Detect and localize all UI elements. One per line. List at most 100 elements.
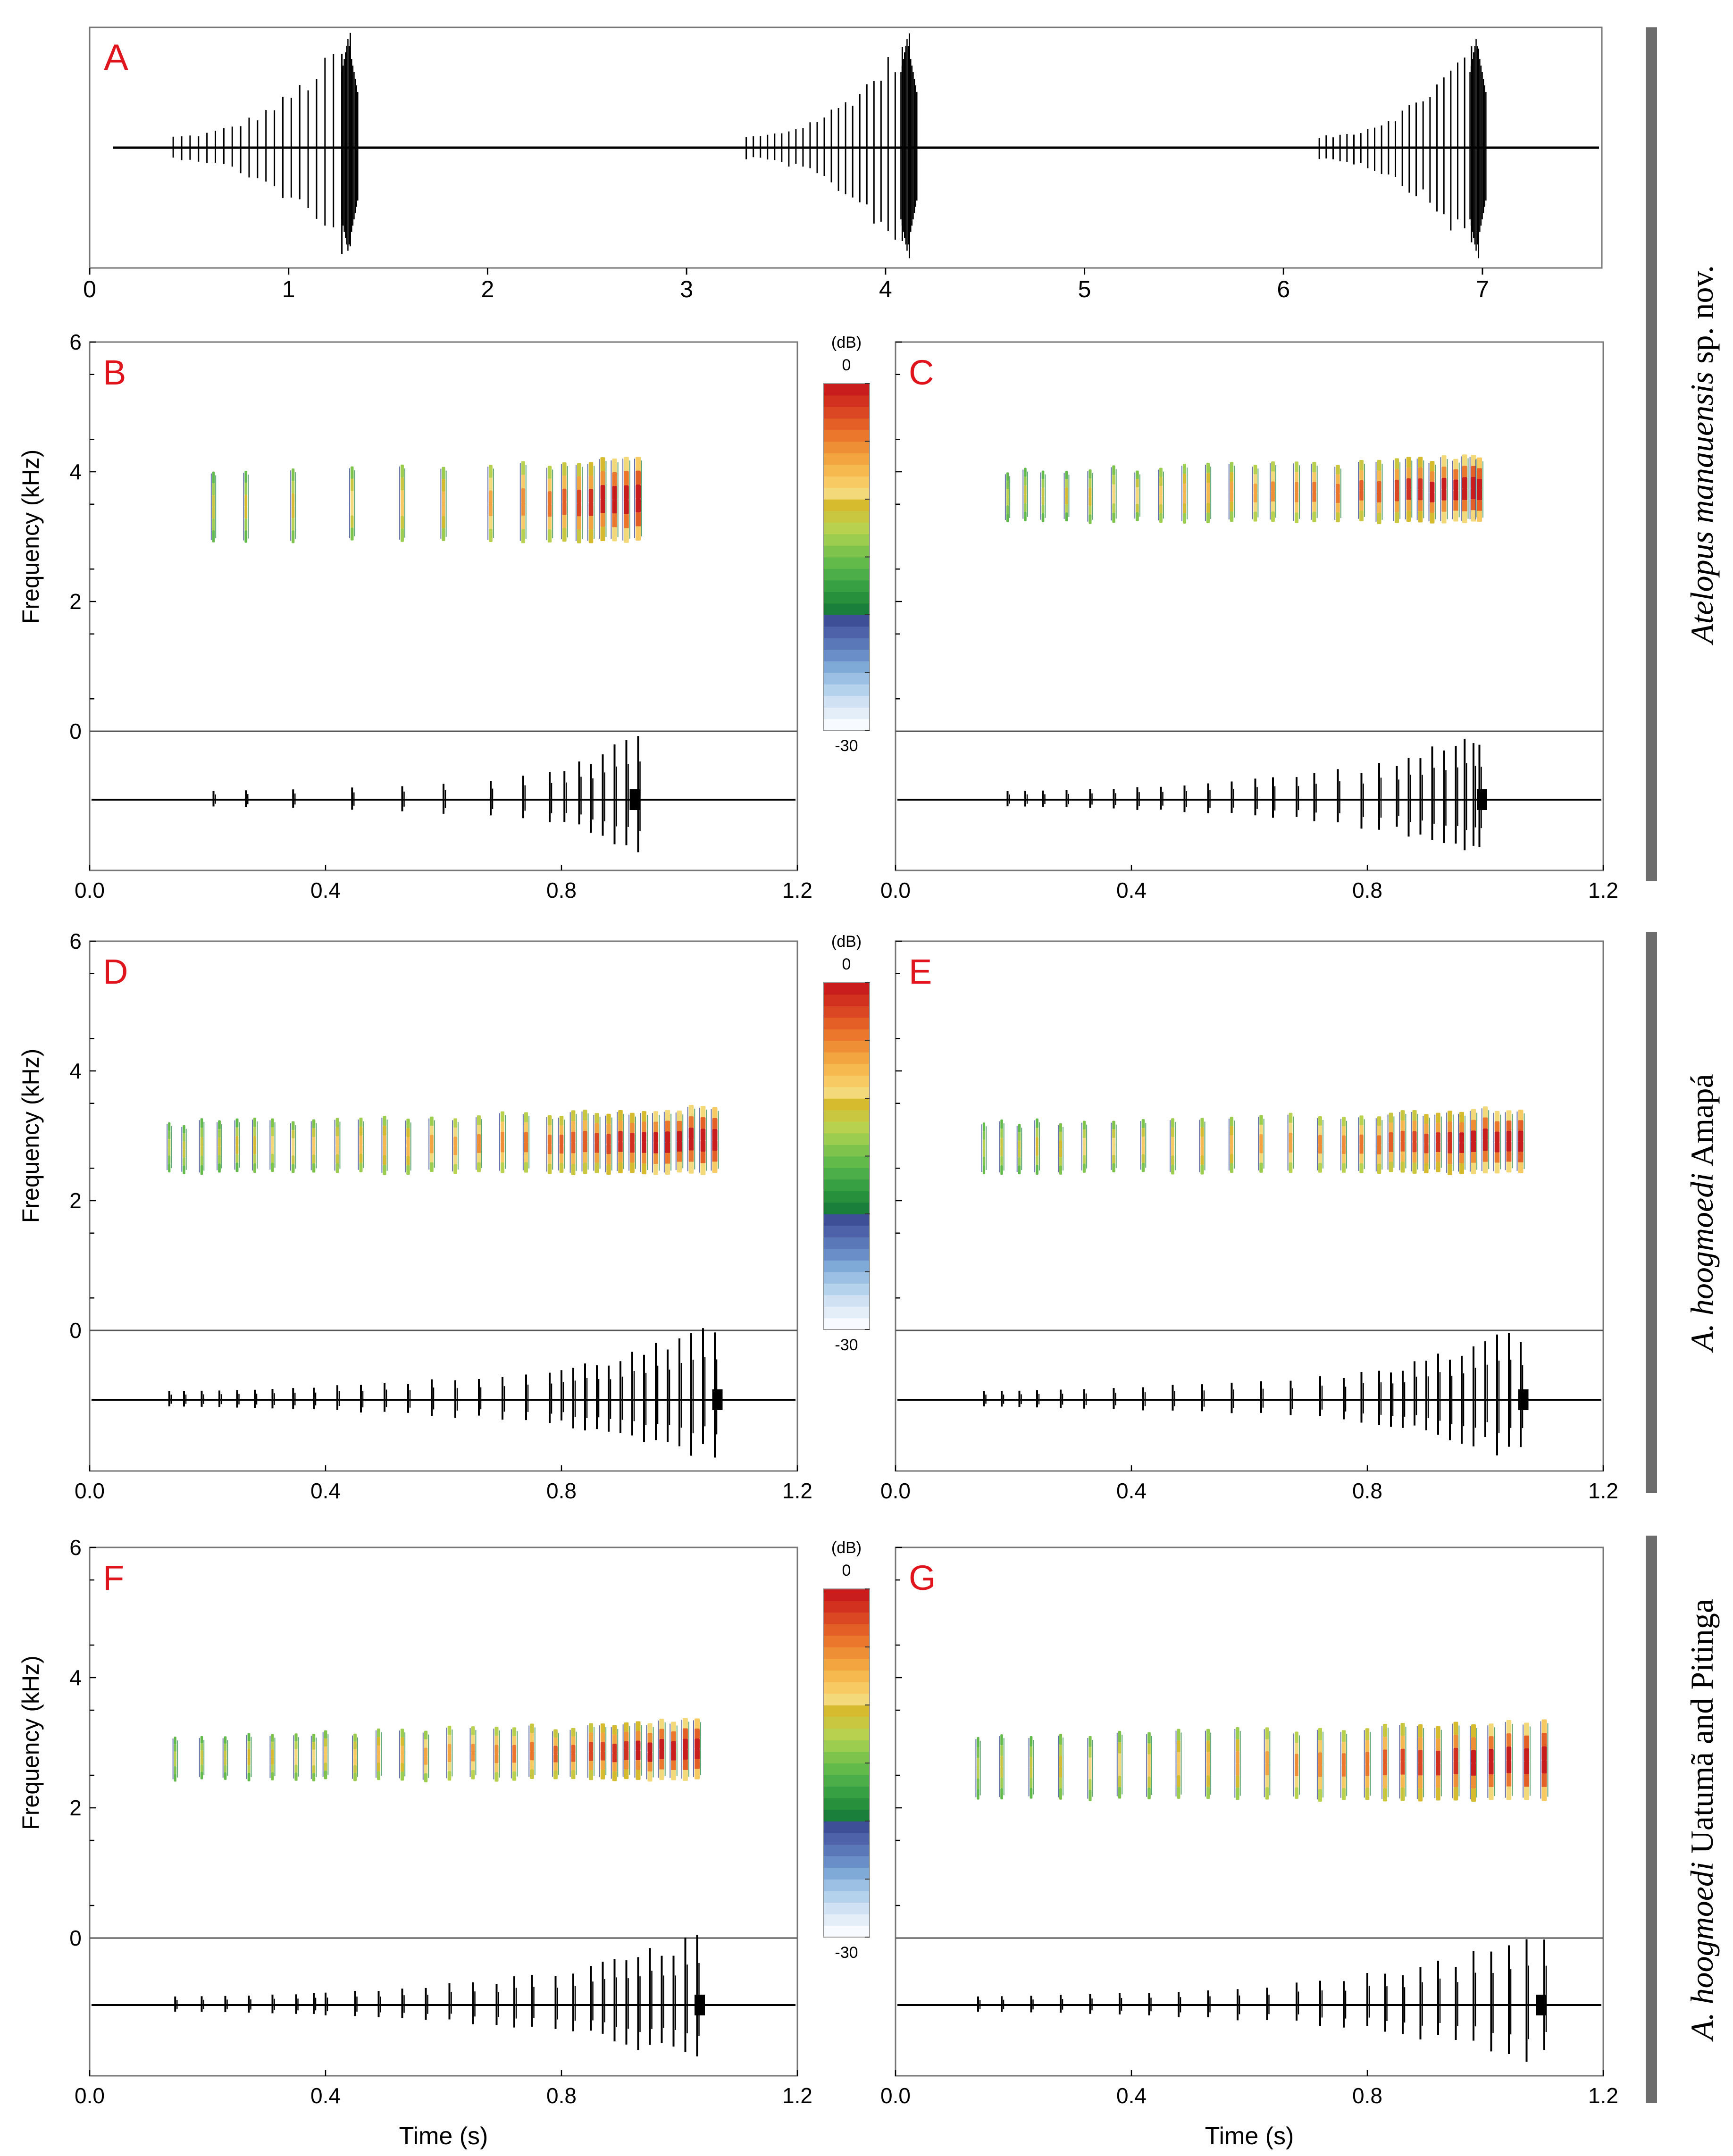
spectro-band [1412,1152,1417,1163]
spectro-band [1424,1114,1429,1125]
colorbar-swatch [823,592,870,604]
spectro-band [1341,1145,1346,1154]
spectro-band [1377,460,1381,471]
spectro-band [1482,1162,1488,1174]
colorbar-swatch [823,384,870,396]
spectro-band [183,1157,185,1166]
spectro-band [1365,1788,1370,1800]
spectro-band [618,1120,623,1132]
spectro-band [253,1127,257,1136]
spectro-band [1000,1777,1003,1789]
spectro-band [1383,1737,1387,1750]
spectro-band [1377,1154,1381,1164]
spectro-band [1400,1141,1405,1152]
spectro-band [1088,1768,1092,1780]
spectro-band [1400,1120,1405,1131]
spectro-band [559,1153,564,1164]
spectro-band [1341,1765,1346,1777]
spectro-band [1336,484,1340,494]
spectro-band [1494,1121,1500,1132]
spectro-band [547,517,552,530]
spectro-band [1394,469,1399,480]
spectro-band [1006,513,1009,522]
spectro-band [200,1118,203,1128]
spectro-band [1294,512,1299,523]
spectro-band [1418,478,1423,490]
spectro-band [683,1749,688,1760]
spectro-band [612,1734,617,1745]
colorbar-swatch [823,580,870,592]
spectro-band [489,528,493,542]
spectro-band [1541,1733,1547,1747]
spectro-band [1088,505,1092,515]
spectro-band [624,1769,629,1780]
spectro-band [630,1153,635,1163]
colorbar-swatch [823,1879,870,1891]
spectro-band [665,1153,670,1164]
spectro-band [588,516,594,530]
spectro-band [1341,1776,1346,1789]
colorbar-min: -30 [835,737,858,755]
spectro-band [700,1105,706,1118]
spectro-band [174,1766,176,1774]
colorbar-swatch [823,568,870,581]
spectro-band [1265,1763,1269,1776]
spectro-band [559,1116,564,1126]
spectro-band [1418,1788,1423,1802]
spectro-band [1383,1749,1387,1763]
spectro-band [1000,1766,1003,1778]
colorbar-swatch [823,1214,870,1226]
spectro-band [1400,1736,1405,1749]
spectro-band [695,1728,700,1739]
spectro-band [1477,500,1482,511]
spectro-band [1312,511,1316,522]
y-tick-label: 0 [69,1318,82,1343]
spectro-band [1230,1126,1234,1136]
colorbar-swatch [823,1237,870,1249]
spectro-band [1471,1162,1476,1174]
spectro-band [1377,481,1381,493]
spectro-band [1136,495,1139,505]
spectro-band [688,1128,694,1140]
spectro-band [174,1751,176,1760]
spectro-band [1436,1162,1440,1172]
spectro-band [335,1145,339,1155]
spectro-band [1462,511,1467,523]
spectro-band [683,1728,688,1739]
spectro-band [1041,504,1045,514]
spectro-band [977,1788,980,1800]
spectro-band [600,485,605,500]
spectro-band [636,1721,641,1732]
spectro-band [571,1164,576,1175]
spectro-band [700,1152,706,1164]
spectro-band [1453,469,1458,480]
spectro-band [1489,1723,1494,1737]
spectro-band [562,462,567,476]
spectro-band [977,1747,980,1758]
spectro-band [477,1143,481,1153]
spectro-band [1082,1146,1086,1156]
spectro-band [1359,1125,1364,1135]
colorbar-swatch [823,1774,870,1787]
spectro-band [1018,1140,1021,1150]
spectro-band [1295,1731,1298,1743]
spectro-band [712,1140,718,1152]
spectro-band [1000,1788,1003,1800]
colorbar-swatch [823,1867,870,1880]
x-tick-label: 1.2 [1588,2083,1618,2108]
spectro-band [1494,1142,1500,1153]
spectro-band [1506,1773,1512,1787]
spectro-band [1424,1124,1429,1134]
spectro-band [442,503,445,517]
spectro-band [512,1727,517,1737]
colorbar-swatch [823,1040,870,1053]
spectro-band [353,1765,357,1773]
colorbar-swatch [823,615,870,627]
spectro-band [671,1751,676,1761]
spectro-band [1200,1136,1204,1147]
spectro-band [1453,1761,1458,1775]
spectro-band [577,489,582,504]
spectro-band [1471,1724,1476,1738]
colorbar-swatch [823,510,870,523]
spectro-band [1359,480,1364,491]
